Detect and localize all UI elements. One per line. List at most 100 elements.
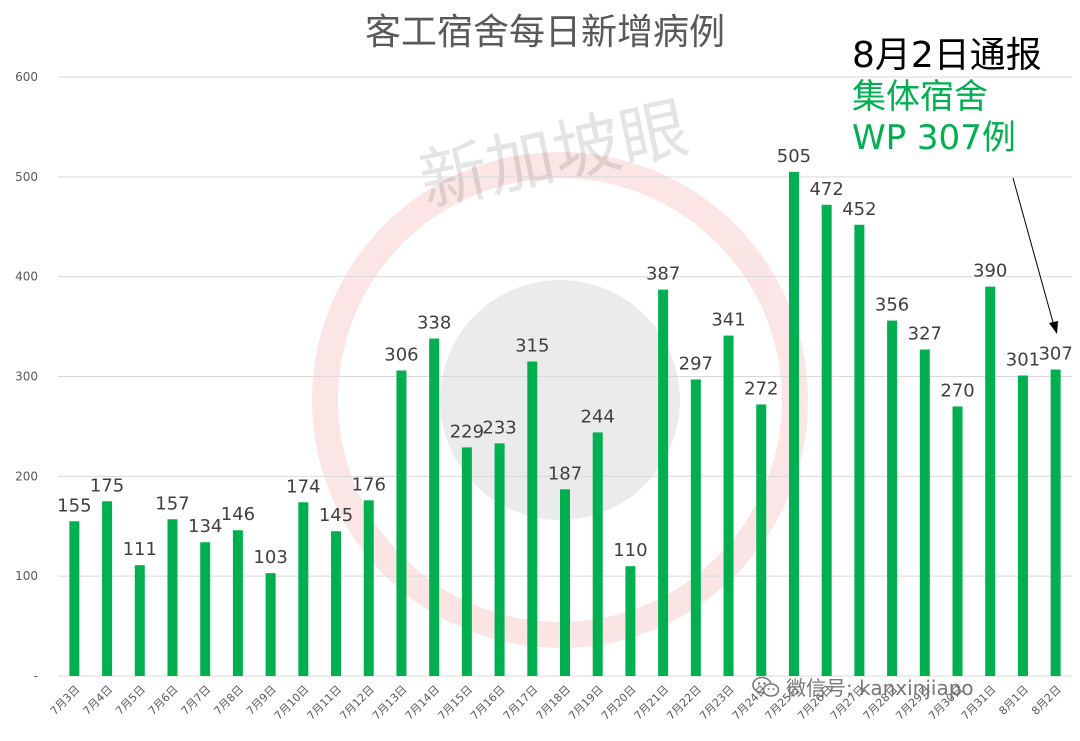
annotation: 8月2日通报 集体宿舍 WP 307例	[852, 34, 1042, 159]
x-tick-label: 7月23日	[697, 683, 737, 723]
wechat-icon	[752, 676, 780, 697]
x-tick-label: 7月19日	[566, 683, 606, 723]
data-label: 387	[646, 264, 680, 285]
bar	[1017, 375, 1028, 676]
bar	[887, 320, 898, 676]
data-label: 307	[1038, 344, 1072, 365]
y-tick-label: 400	[15, 270, 38, 284]
data-label: 229	[450, 421, 484, 442]
data-label: 103	[253, 547, 287, 568]
data-label: 270	[940, 380, 974, 401]
x-tick-label: 7月16日	[468, 683, 508, 723]
x-tick-label: 7月3日	[48, 683, 83, 718]
annotation-arrow-head	[1049, 321, 1058, 334]
bar	[527, 361, 538, 676]
bar	[985, 286, 996, 676]
x-tick-label: 7月20日	[599, 683, 639, 723]
bar	[788, 171, 799, 676]
x-tick-label: 7月10日	[272, 683, 312, 723]
x-tick-label: 7月15日	[435, 683, 475, 723]
x-tick-label: 7月6日	[146, 683, 181, 718]
x-tick-label: 7月8日	[211, 683, 246, 718]
bar	[952, 406, 963, 676]
watermark-logo-text: 新加坡眼	[413, 89, 695, 223]
data-label: 146	[221, 504, 255, 525]
bar	[102, 501, 113, 676]
data-labels: 1551751111571341461031741451763063382292…	[57, 146, 1073, 568]
data-label: 244	[581, 406, 615, 427]
data-label: 187	[548, 463, 582, 484]
data-label: 176	[352, 474, 386, 495]
gridlines	[58, 76, 1072, 677]
data-label: 175	[90, 475, 124, 496]
data-label: 111	[123, 539, 157, 560]
data-label: 233	[482, 417, 516, 438]
y-tick-label: 300	[15, 370, 38, 384]
bar	[494, 443, 505, 676]
bar	[429, 338, 440, 676]
x-tick-label: 7月18日	[534, 683, 574, 723]
data-label: 157	[155, 493, 189, 514]
data-label: 338	[417, 313, 451, 334]
y-tick-label: 200	[15, 469, 38, 483]
x-tick-label: 7月17日	[501, 683, 541, 723]
bar	[625, 566, 636, 676]
y-axis: - 100 200 300 400 500 600	[15, 70, 38, 683]
bar	[331, 531, 342, 676]
y-tick-label: -	[34, 669, 38, 683]
data-label: 301	[1006, 350, 1040, 371]
bar	[396, 370, 407, 676]
annotation-category: 集体宿舍	[852, 77, 988, 118]
bar	[658, 289, 669, 676]
x-tick-label: 7月4日	[81, 683, 116, 718]
bar	[592, 432, 603, 676]
annotation-arrow-line	[1012, 177, 1055, 327]
bar	[363, 500, 374, 676]
bar	[821, 204, 832, 676]
y-tick-label: 100	[15, 569, 38, 583]
wechat-id-text: 微信号: kanxinjiapo	[786, 676, 974, 700]
data-label: 341	[711, 310, 745, 331]
data-label: 110	[613, 540, 647, 561]
chart-title: 客工宿舍每日新增病例	[365, 12, 725, 53]
data-label: 452	[842, 199, 876, 220]
bar	[134, 565, 145, 676]
data-label: 306	[384, 345, 418, 366]
data-label: 327	[908, 324, 942, 345]
annotation-count: WP 307例	[852, 117, 1016, 158]
x-tick-label: 7月5日	[113, 683, 148, 718]
data-label: 356	[875, 295, 909, 316]
bar	[690, 379, 701, 676]
x-tick-label: 8月2日	[1029, 683, 1064, 718]
bar	[854, 224, 865, 676]
bar	[265, 573, 276, 676]
bar	[461, 447, 472, 676]
bars	[69, 171, 1061, 676]
bar	[69, 521, 80, 676]
x-tick-label: 7月21日	[632, 683, 672, 723]
bar	[560, 489, 570, 676]
x-tick-label: 7月13日	[370, 683, 410, 723]
bar	[1050, 369, 1061, 676]
bar	[919, 349, 930, 676]
data-label: 297	[679, 353, 713, 374]
data-label: 155	[57, 495, 91, 516]
x-tick-label: 8月1日	[996, 683, 1031, 718]
data-label: 134	[188, 516, 222, 537]
y-tick-label: 500	[15, 170, 38, 184]
data-label: 315	[515, 336, 549, 357]
bar	[723, 335, 734, 676]
bar	[298, 502, 309, 676]
annotation-arrow	[1012, 177, 1058, 334]
wechat-watermark: 微信号: kanxinjiapo	[752, 672, 974, 701]
x-tick-label: 7月22日	[664, 683, 704, 723]
y-tick-label: 600	[15, 70, 38, 84]
data-label: 472	[809, 179, 843, 200]
bar	[756, 404, 767, 676]
x-tick-label: 7月11日	[305, 683, 345, 723]
x-tick-label: 7月7日	[179, 683, 214, 718]
data-label: 272	[744, 378, 778, 399]
x-tick-label: 7月12日	[337, 683, 377, 723]
